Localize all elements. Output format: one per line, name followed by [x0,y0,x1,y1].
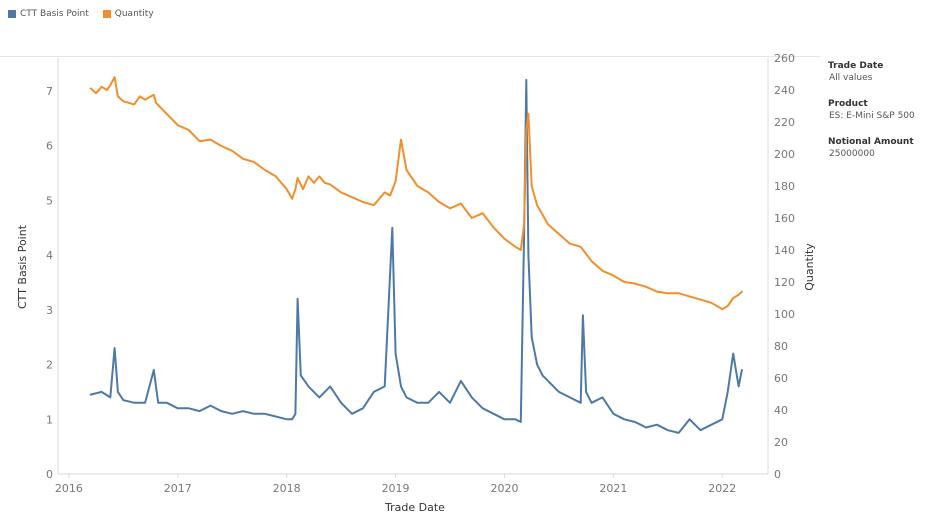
y-left-tick-label: 1 [46,413,53,426]
filter-label: Notional Amount [828,137,914,147]
y-left-tick-label: 0 [46,468,53,481]
series-lines [89,76,743,434]
legend-swatch-quantity [102,10,111,18]
y-left-tick-label: 7 [46,85,53,98]
filter-label: Product [828,99,868,109]
legend-label-ctt: CTT Basis Point [20,9,89,19]
series-line-ctt-basis-point [89,78,743,434]
x-tick-label: 2020 [490,482,518,495]
filter-label: Trade Date [828,61,884,71]
x-tick-label: 2016 [55,482,83,495]
chart: 0 1 2 3 4 5 6 7 0 20 40 60 80 100 120 140 160 180 200 220 2… [16,52,816,514]
filter-product[interactable]: Product ES: E-Mini S&P 500 [828,99,936,121]
divider [0,56,820,57]
filter-value: 25000000 [829,149,875,159]
y-axis-left: 0 1 2 3 4 5 6 7 [46,85,53,481]
y-axis-right: 0 20 40 60 80 100 120 140 160 180 200 220 240 260 [774,52,795,481]
filter-panel: Trade Date All values Product ES: E-Mini… [828,61,936,175]
y-right-tick-label: 80 [774,340,788,353]
y-left-tick-label: 6 [46,140,53,153]
chart-frame [57,58,769,475]
y-left-tick-label: 4 [46,249,53,262]
y-right-tick-label: 0 [774,468,781,481]
legend-item-quantity[interactable]: Quantity [102,9,154,19]
x-axis-title: Trade Date [384,501,445,514]
y-right-tick-label: 140 [774,244,795,257]
legend-label-quantity: Quantity [114,9,154,19]
y-right-tick-label: 120 [774,276,795,289]
filter-value: All values [829,73,873,83]
y-right-tick-label: 20 [774,436,788,449]
y-left-tick-label: 3 [46,304,53,317]
x-tick-label: 2018 [273,482,301,495]
x-tick-label: 2021 [599,482,627,495]
filter-trade-date[interactable]: Trade Date All values [828,61,936,83]
y-right-tick-label: 100 [774,308,795,321]
y-right-tick-label: 260 [774,52,795,65]
y-right-tick-label: 180 [774,180,795,193]
series-line-quantity [89,76,743,311]
y-left-tick-label: 2 [46,359,53,372]
y-right-tick-label: 160 [774,212,795,225]
legend-item-ctt[interactable]: CTT Basis Point [8,9,89,19]
filter-notional-amount[interactable]: Notional Amount 25000000 [828,137,936,159]
legend: CTT Basis Point Quantity [8,9,154,19]
legend-swatch-ctt [8,10,16,18]
y-left-tick-label: 5 [46,194,53,207]
x-tick-label: 2022 [708,482,736,495]
y-right-tick-label: 240 [774,84,795,97]
x-tick-label: 2017 [164,482,192,495]
filter-value: ES: E-Mini S&P 500 [829,111,915,121]
y-axis-right-title: Quantity [803,243,816,291]
y-axis-left-title: CTT Basis Point [16,224,29,309]
x-axis: 2016 2017 2018 2019 2020 2021 2022 [55,474,736,495]
y-right-tick-label: 220 [774,116,795,129]
y-right-tick-label: 40 [774,404,788,417]
x-tick-label: 2019 [382,482,410,495]
y-right-tick-label: 200 [774,148,795,161]
y-right-tick-label: 60 [774,372,788,385]
